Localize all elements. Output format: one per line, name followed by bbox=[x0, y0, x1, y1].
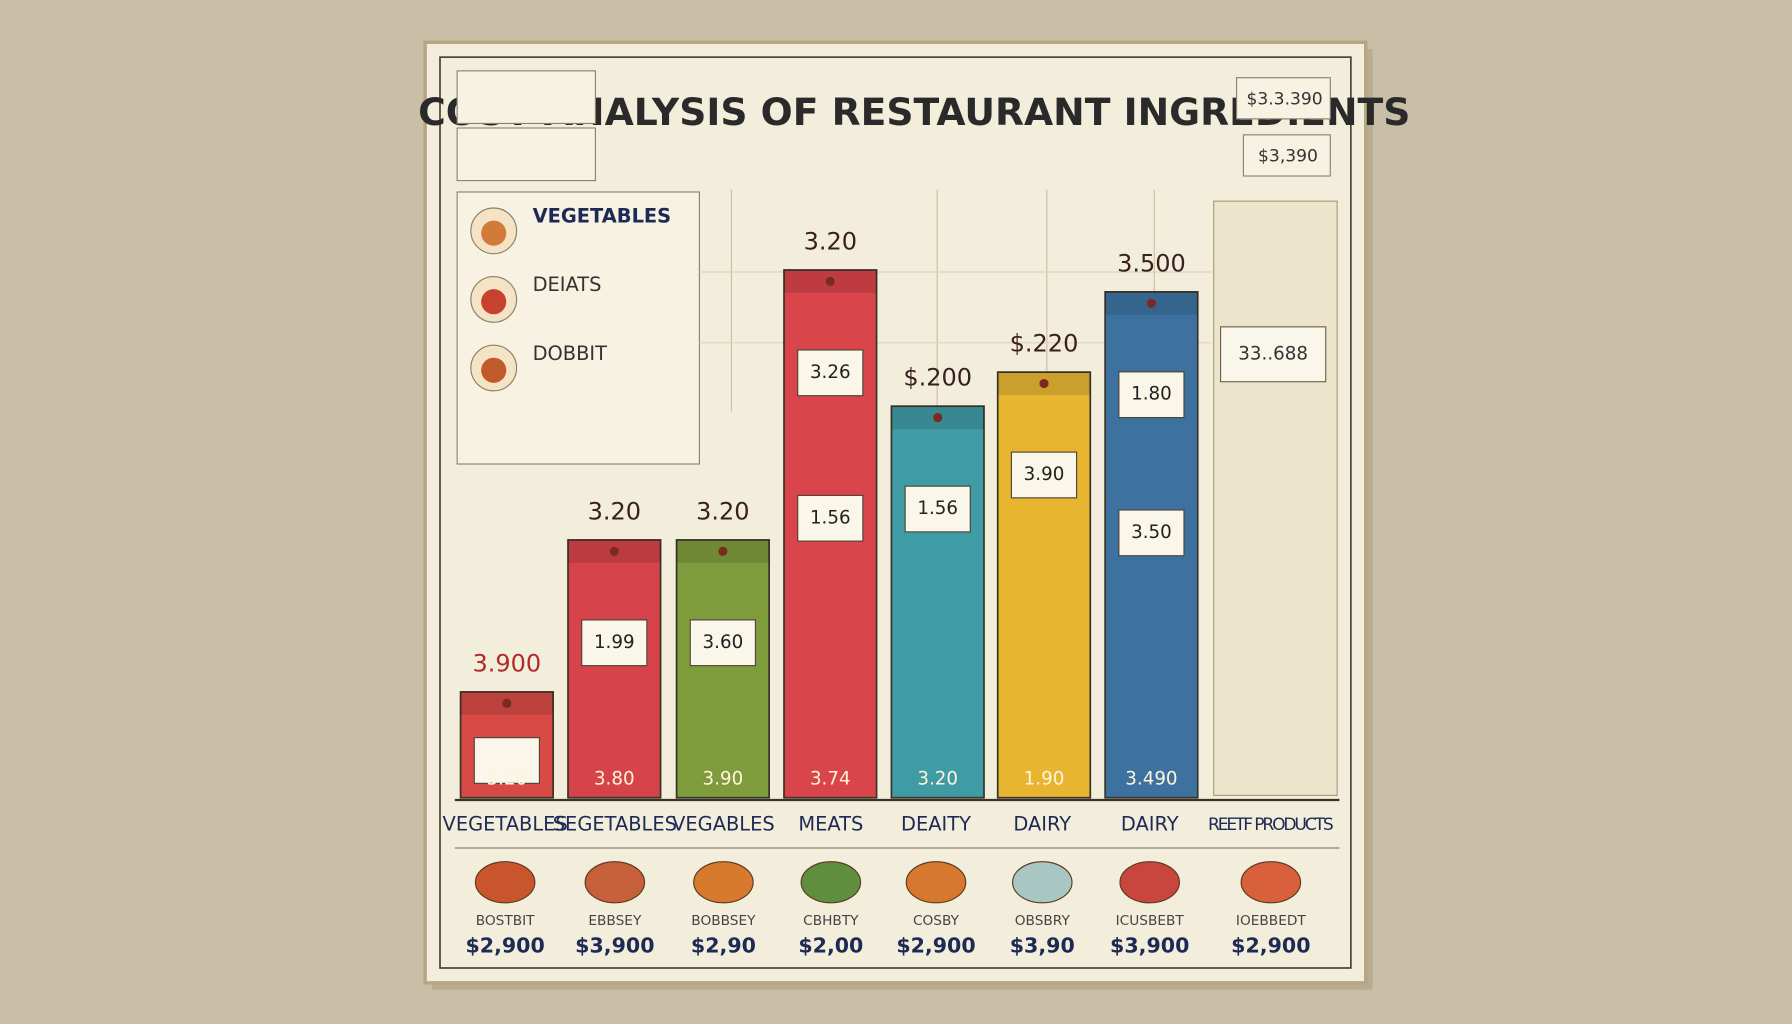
price-tag bbox=[1010, 451, 1078, 499]
item-code: OBSBRY bbox=[1015, 913, 1071, 929]
item-price: $2,900 bbox=[465, 933, 544, 957]
note-box bbox=[1242, 134, 1331, 177]
item-price: $2,900 bbox=[1231, 933, 1310, 957]
bar-top-label: 3.20 bbox=[696, 497, 749, 525]
item-code: ICUSBEBT bbox=[1116, 913, 1185, 929]
item-code: BOSTBIT bbox=[476, 913, 535, 929]
item-price: $3,900 bbox=[575, 933, 654, 957]
bar-top-label: $.220 bbox=[1010, 330, 1079, 358]
bar-top-label: 3.500 bbox=[1117, 249, 1186, 277]
price-tag-label: 1.80 bbox=[1131, 384, 1172, 405]
price-tag-label: 3.20 bbox=[487, 768, 528, 789]
price-tag-label: 3.50 bbox=[1131, 522, 1172, 543]
bar-hole bbox=[1146, 298, 1156, 308]
corner-note: $3.3.390 bbox=[1246, 89, 1322, 109]
item-price: $2,900 bbox=[896, 933, 975, 957]
item-code: COSBY bbox=[913, 913, 960, 929]
legend-box bbox=[456, 70, 596, 124]
x-tick-label: DEAITY bbox=[901, 813, 971, 836]
price-tag bbox=[473, 737, 540, 784]
bar-hole bbox=[718, 546, 728, 556]
price-tag-label: 1.90 bbox=[1024, 768, 1065, 789]
item-price: $3,90 bbox=[1010, 933, 1075, 957]
price-tag bbox=[797, 349, 864, 397]
price-tag bbox=[1118, 509, 1185, 557]
item-icon bbox=[693, 861, 754, 904]
item-price: $2,00 bbox=[798, 933, 863, 957]
item-icon bbox=[905, 861, 967, 904]
bar-hole bbox=[1039, 378, 1049, 389]
price-tag-label: 3.20 bbox=[917, 768, 958, 789]
legend-icon bbox=[481, 357, 507, 383]
item-code: BOBBSEY bbox=[691, 913, 756, 929]
price-tag bbox=[1118, 371, 1185, 419]
bar-top-label: 3.20 bbox=[804, 228, 857, 256]
price-tag bbox=[904, 485, 971, 533]
price-tag-label: 3.90 bbox=[703, 768, 744, 789]
item-icon bbox=[1119, 861, 1180, 904]
poster-frame bbox=[439, 56, 1352, 969]
x-tick-label: DAIRY bbox=[1013, 813, 1071, 836]
legend-box bbox=[456, 127, 596, 182]
bar-top-label: $.200 bbox=[903, 364, 972, 392]
x-tick-label: REETF PRODUCTS bbox=[1208, 815, 1334, 835]
item-icon bbox=[1011, 861, 1073, 904]
bar-top-label: 3.900 bbox=[472, 649, 541, 677]
legend-icon bbox=[481, 220, 507, 246]
x-tick-label: MEATS bbox=[798, 813, 863, 836]
side-column bbox=[1213, 200, 1338, 796]
price-tag bbox=[689, 619, 756, 667]
price-tag-label: 3.90 bbox=[1024, 464, 1065, 485]
bar-top-label: 3.20 bbox=[588, 497, 641, 525]
item-code: CBHBTY bbox=[803, 913, 859, 929]
price-tag bbox=[797, 494, 864, 542]
price-tag-label: 3.26 bbox=[810, 362, 851, 383]
price-tag-label: 3.74 bbox=[810, 768, 851, 789]
x-tick-label: SEGETABLES bbox=[553, 813, 677, 836]
price-tag-label: 1.56 bbox=[917, 498, 958, 519]
legend-label: DOBBIT bbox=[533, 342, 608, 365]
item-icon bbox=[584, 861, 646, 904]
corner-note: $3,390 bbox=[1258, 147, 1318, 167]
price-tag-label: 1.56 bbox=[810, 507, 851, 528]
price-tag-label: 1.99 bbox=[594, 632, 635, 653]
note-box bbox=[1236, 77, 1331, 120]
bar-hole bbox=[502, 698, 512, 708]
x-tick-label: VEGETABLES bbox=[443, 813, 568, 836]
item-code: IOEBBEDT bbox=[1236, 913, 1306, 929]
price-tag-label: 3.60 bbox=[703, 632, 744, 653]
item-price: $3,900 bbox=[1110, 933, 1189, 957]
price-tag-label: 3.80 bbox=[594, 768, 635, 789]
bar-hole bbox=[825, 276, 835, 286]
bar bbox=[890, 405, 985, 799]
price-tag bbox=[581, 619, 648, 667]
bar bbox=[996, 371, 1092, 799]
side-note: 33..688 bbox=[1238, 343, 1308, 364]
side-tag bbox=[1220, 326, 1327, 383]
x-tick-label: VEGABLES bbox=[672, 813, 775, 836]
bar bbox=[675, 539, 770, 799]
legend-label: VEGETABLES bbox=[533, 205, 672, 228]
item-icon bbox=[474, 861, 536, 904]
bar-hole bbox=[933, 413, 943, 423]
item-code: EBBSEY bbox=[588, 913, 642, 929]
legend-icon bbox=[481, 289, 507, 315]
item-price: $2,90 bbox=[691, 933, 756, 957]
x-tick-label: DAIRY bbox=[1121, 813, 1179, 836]
price-tag-label: 3.490 bbox=[1125, 768, 1177, 789]
bar-hole bbox=[609, 546, 619, 556]
item-icon bbox=[800, 861, 862, 904]
item-icon bbox=[1240, 861, 1302, 904]
bar bbox=[567, 539, 662, 799]
legend-label: DEIATS bbox=[533, 273, 602, 296]
